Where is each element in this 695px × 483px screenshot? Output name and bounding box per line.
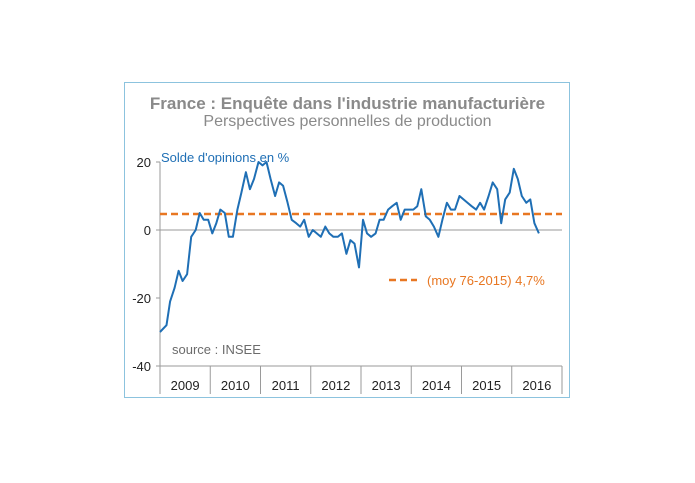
x-tick-label: 2013 (372, 378, 401, 393)
y-tick-label: -20 (132, 291, 151, 306)
average-reference-line: (moy 76-2015) 4,7% (160, 212, 562, 288)
x-tick-label: 2010 (221, 378, 250, 393)
x-tick-label: 2009 (171, 378, 200, 393)
chart-title: France : Enquête dans l'industrie manufa… (149, 94, 546, 113)
series-layer (159, 161, 540, 333)
reference-legend-label: (moy 76-2015) 4,7% (427, 273, 545, 288)
y-tick-label: -40 (132, 359, 151, 374)
x-tick-label: 2012 (321, 378, 350, 393)
x-tick-label: 2011 (272, 378, 300, 393)
x-tick-label: 2015 (472, 378, 501, 393)
y-tick-label: 20 (137, 155, 151, 170)
y-tick-label: 0 (144, 223, 151, 238)
chart-frame (124, 82, 570, 398)
source-note: source : INSEE (172, 342, 261, 357)
y-axis-label: Solde d'opinions en % (161, 150, 290, 165)
series-line (159, 161, 540, 333)
x-tick-label: 2014 (422, 378, 451, 393)
chart-subtitle: Perspectives personnelles de production (203, 113, 492, 130)
x-tick-label: 2016 (522, 378, 551, 393)
y-axis: 20 0 -20 -40 (132, 155, 161, 374)
